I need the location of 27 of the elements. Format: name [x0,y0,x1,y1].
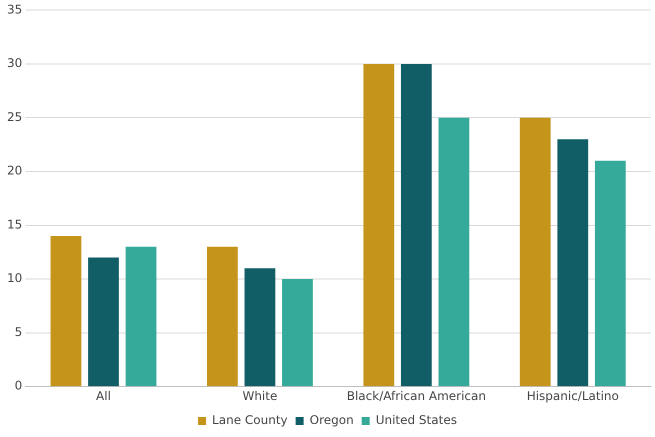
x-tick-label: Black/African American [346,388,486,403]
bar [88,258,119,386]
y-tick-label: 15 [6,217,22,232]
legend-label: Oregon [310,413,354,428]
bar [363,64,394,386]
bar [557,139,588,386]
bar [244,268,276,386]
bar [126,246,156,386]
y-tick-label: 10 [6,271,22,286]
y-tick-label: 5 [14,324,22,339]
x-tick-label: Hispanic/Latino [526,388,619,403]
bar [400,64,432,386]
bar [520,118,551,386]
y-tick-label: 35 [6,2,22,16]
bar [594,160,626,386]
y-tick-label: 0 [14,378,22,393]
legend-label: United States [376,413,457,428]
x-tick-label: White [242,388,278,403]
bar [50,236,82,386]
x-tick-label: All [96,388,111,403]
bar [438,118,470,386]
legend-label: Lane County [212,413,288,428]
bar [282,279,313,386]
y-tick-label: 20 [6,164,22,178]
y-tick-label: 30 [6,56,22,70]
y-tick-label: 25 [6,110,22,124]
bar [206,246,238,386]
